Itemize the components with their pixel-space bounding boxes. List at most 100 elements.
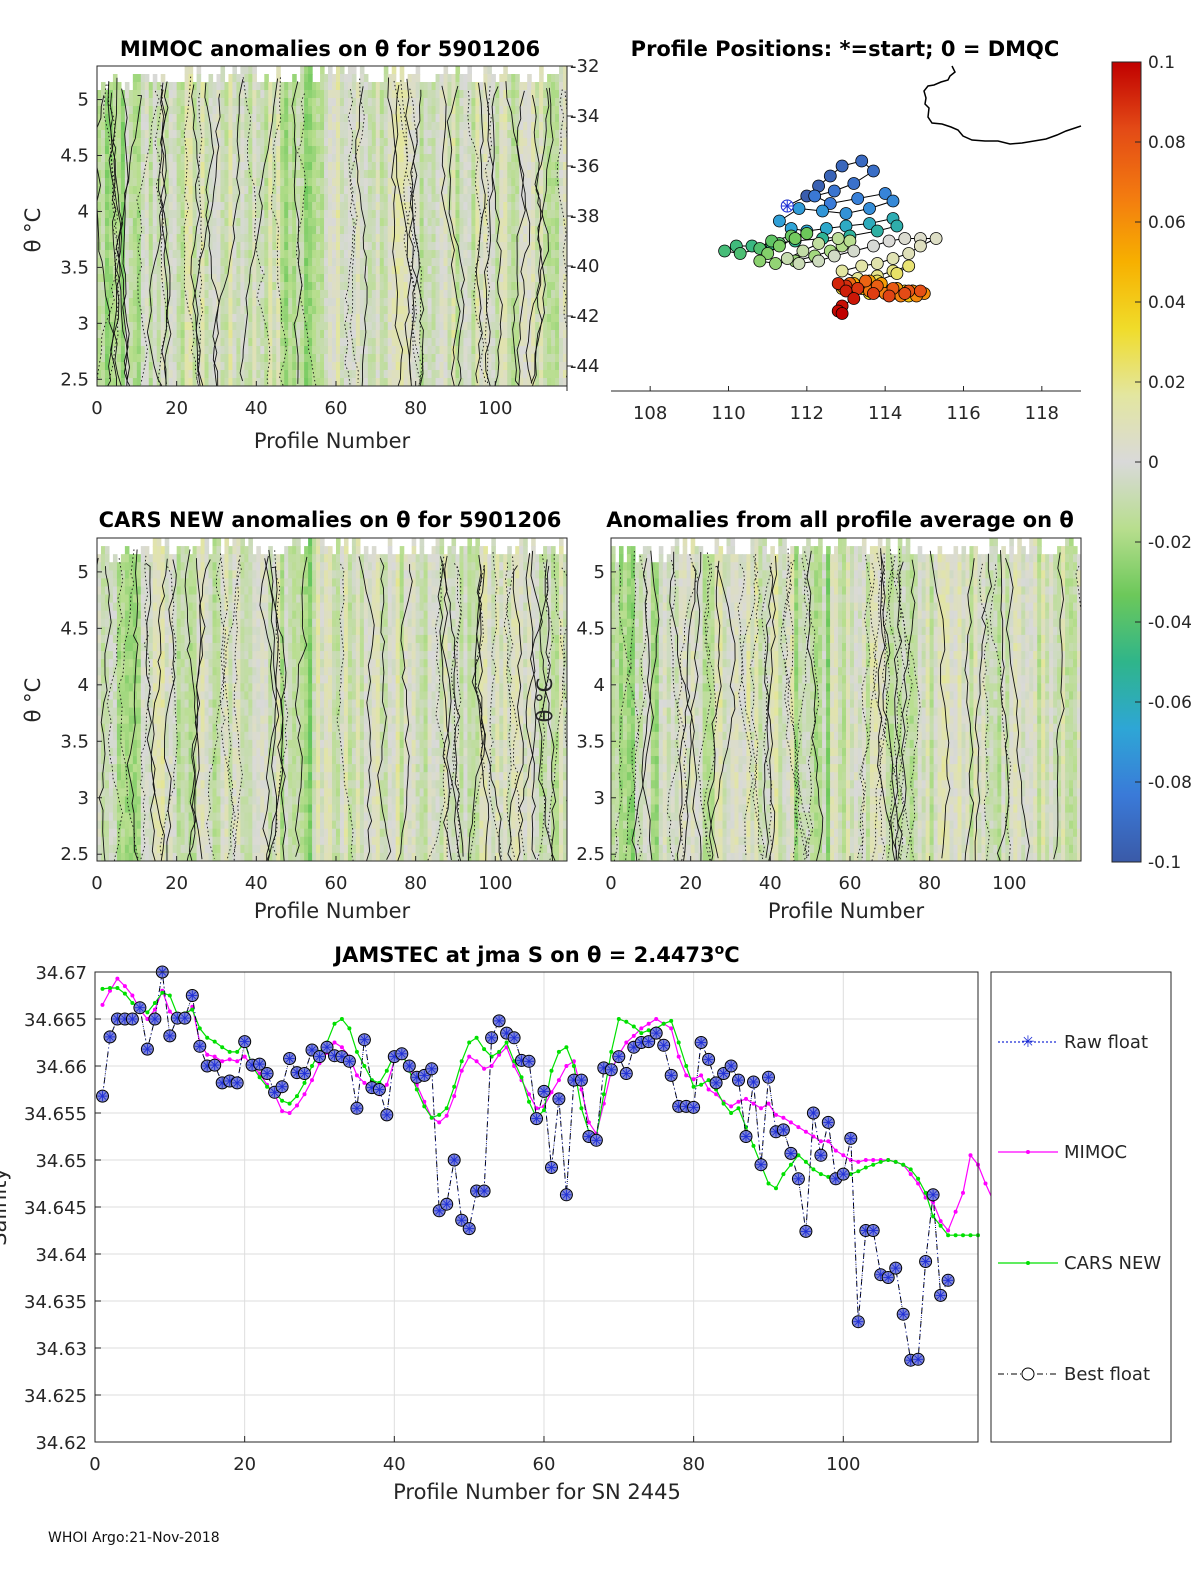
heatmap-cell xyxy=(447,258,453,267)
heatmap-cell xyxy=(296,322,301,331)
heatmap-cell xyxy=(455,162,461,171)
heatmap-cell xyxy=(164,170,170,179)
heatmap-cell xyxy=(156,146,162,155)
heatmap-cell xyxy=(100,804,106,814)
heatmap-cell xyxy=(527,242,532,251)
heatmap-cell xyxy=(152,370,158,379)
heatmap-cell xyxy=(196,218,202,227)
heatmap-cell xyxy=(399,146,405,155)
heatmap-cell xyxy=(399,138,405,147)
heatmap-cell xyxy=(284,306,289,315)
heatmap-cell xyxy=(288,194,293,203)
heatmap-cell xyxy=(268,138,273,147)
heatmap-cell xyxy=(100,667,106,676)
heatmap-cell xyxy=(248,282,253,291)
heatmap-cell xyxy=(280,98,285,107)
heatmap-cell xyxy=(511,314,516,323)
profile-position-point xyxy=(890,267,904,280)
heatmap-cell xyxy=(116,354,122,363)
heatmap-cell xyxy=(411,194,417,203)
heatmap-cell xyxy=(563,274,567,283)
profile-position-point xyxy=(780,252,794,265)
heatmap-cell xyxy=(232,106,237,115)
heatmap-cell xyxy=(483,194,488,203)
heatmap-cell xyxy=(419,178,425,187)
heatmap-cell xyxy=(312,178,317,187)
heatmap-cell xyxy=(184,266,190,275)
heatmap-cell xyxy=(359,202,365,211)
heatmap-cell xyxy=(519,202,524,211)
heatmap-cell xyxy=(367,122,373,131)
heatmap-cell xyxy=(399,194,405,203)
heatmap-cell xyxy=(371,298,377,307)
heatmap-cell xyxy=(120,162,126,171)
heatmap-cell xyxy=(435,82,441,91)
heatmap-cell xyxy=(252,114,257,123)
heatmap-cell xyxy=(507,250,512,259)
heatmap-cell xyxy=(97,747,102,757)
heatmap-cell xyxy=(551,82,556,91)
heatmap-cell xyxy=(160,330,166,339)
heatmap-cell xyxy=(443,130,449,139)
heatmap-cell xyxy=(515,314,520,323)
heatmap-cell xyxy=(168,242,174,251)
heatmap-cell xyxy=(228,90,234,99)
heatmap-cell xyxy=(148,114,154,123)
heatmap-cell xyxy=(196,66,202,75)
heatmap-cell xyxy=(339,202,345,211)
heatmap-cell xyxy=(240,90,245,99)
heatmap-cell xyxy=(176,162,182,171)
heatmap-cell xyxy=(455,66,461,75)
heatmap-cell xyxy=(335,170,341,179)
heatmap-cell xyxy=(292,162,297,171)
heatmap-cell xyxy=(335,66,341,75)
heatmap-cell xyxy=(427,274,433,283)
heatmap-cell xyxy=(156,338,162,347)
heatmap-cell xyxy=(347,370,353,379)
heatmap-cell xyxy=(483,290,488,299)
heatmap-cell xyxy=(531,90,536,99)
heatmap-cell xyxy=(152,146,158,155)
heatmap-cell xyxy=(419,218,425,227)
heatmap-cell xyxy=(459,362,465,371)
heatmap-cell xyxy=(240,210,245,219)
heatmap-cell xyxy=(232,370,237,379)
heatmap-cell xyxy=(172,114,178,123)
heatmap-cell xyxy=(455,274,461,283)
heatmap-cell xyxy=(359,210,365,219)
heatmap-cell xyxy=(100,322,106,331)
heatmap-cell xyxy=(296,282,301,291)
heatmap-cell xyxy=(503,74,508,83)
heatmap-cell xyxy=(324,82,329,91)
heatmap-cell xyxy=(355,194,361,203)
heatmap-cell xyxy=(324,362,329,371)
heatmap-cell xyxy=(272,194,277,203)
heatmap-cell xyxy=(312,258,317,267)
heatmap-cell xyxy=(268,154,273,163)
heatmap-cell xyxy=(168,234,174,243)
heatmap-cell xyxy=(312,98,317,107)
heatmap-cell xyxy=(252,162,257,171)
heatmap-cell xyxy=(284,266,289,275)
heatmap-cell xyxy=(328,322,333,331)
heatmap-cell xyxy=(527,146,532,155)
profile-position-point xyxy=(863,217,876,230)
heatmap-cell xyxy=(503,330,508,339)
heatmap-cell xyxy=(312,114,317,123)
heatmap-cell xyxy=(176,354,182,363)
heatmap-cell xyxy=(415,362,421,371)
heatmap-cell xyxy=(212,210,218,219)
heatmap-cell xyxy=(116,130,122,139)
heatmap-cell xyxy=(563,186,567,195)
heatmap-cell xyxy=(399,66,405,75)
heatmap-cell xyxy=(136,98,142,107)
heatmap-cell xyxy=(224,250,230,259)
heatmap-cell xyxy=(216,194,222,203)
heatmap-cell xyxy=(204,338,210,347)
heatmap-cell xyxy=(347,106,353,115)
heatmap-cell xyxy=(104,602,110,612)
heatmap-cell xyxy=(324,266,329,275)
heatmap-cell xyxy=(563,162,567,171)
heatmap-cell xyxy=(124,170,130,179)
heatmap-cell xyxy=(407,106,413,115)
